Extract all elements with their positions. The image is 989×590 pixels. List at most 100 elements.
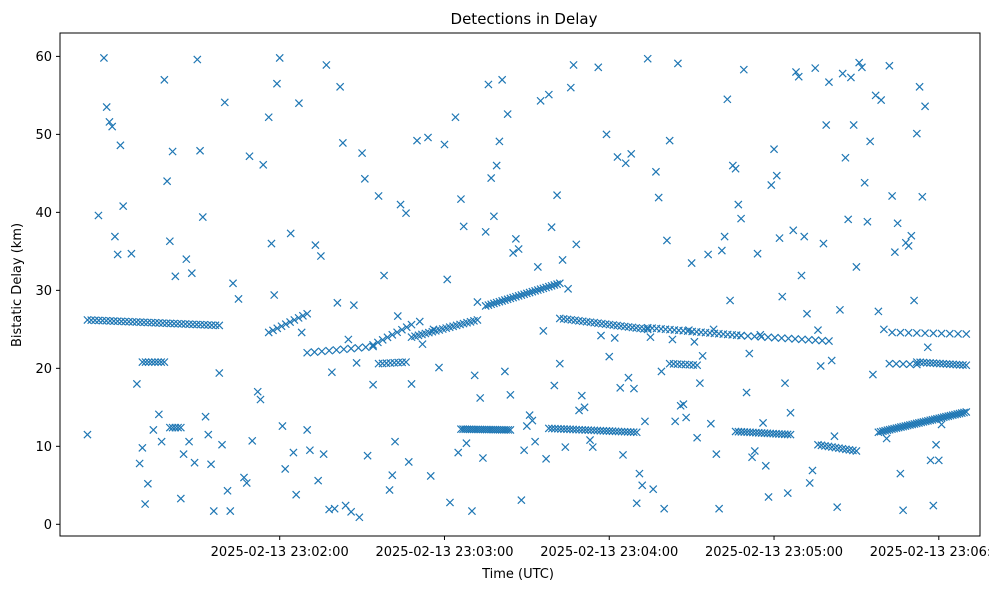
data-point — [333, 298, 342, 307]
data-point — [94, 316, 103, 325]
data-point — [487, 300, 496, 309]
data-point — [517, 496, 526, 505]
data-point — [369, 340, 378, 349]
data-point — [132, 317, 141, 327]
data-point — [868, 370, 877, 379]
data-point — [846, 73, 855, 82]
data-point — [819, 239, 828, 248]
data-point — [393, 312, 402, 321]
data-point — [504, 425, 513, 434]
data-point — [712, 450, 721, 459]
data-point — [813, 326, 822, 335]
data-point — [737, 331, 746, 340]
x-tick-label: 2025-02-13 23:06:00 — [870, 545, 989, 560]
data-point — [791, 67, 801, 77]
data-point — [830, 432, 839, 441]
data-point — [611, 427, 620, 436]
data-point — [745, 349, 754, 358]
data-point — [514, 291, 523, 300]
data-point — [962, 329, 971, 339]
data-point — [190, 458, 199, 467]
data-point — [750, 332, 759, 341]
data-point — [492, 298, 501, 307]
data-point — [388, 471, 397, 480]
data-point — [695, 379, 704, 388]
data-point — [770, 333, 779, 342]
data-point — [316, 252, 325, 261]
data-point — [748, 453, 757, 462]
data-point — [383, 333, 392, 342]
y-tick-label: 60 — [35, 50, 52, 65]
data-point — [402, 209, 411, 218]
data-point — [882, 434, 891, 443]
data-point — [528, 416, 537, 425]
x-axis: 2025-02-13 23:02:00 2025-02-13 23:03:00 20… — [211, 536, 989, 560]
data-point — [476, 393, 485, 402]
data-point — [616, 383, 625, 392]
data-point — [509, 248, 518, 257]
data-point — [478, 453, 487, 463]
data-point — [385, 485, 394, 495]
data-point — [800, 232, 809, 241]
data-point — [360, 174, 369, 183]
y-tick-label: 50 — [35, 128, 52, 143]
data-point — [679, 400, 688, 409]
data-point — [336, 82, 345, 91]
data-point — [651, 167, 660, 176]
data-point — [90, 316, 100, 325]
data-point — [511, 292, 520, 301]
data-point — [311, 241, 320, 250]
data-point — [784, 334, 793, 343]
data-point — [396, 200, 405, 209]
data-point — [539, 284, 548, 293]
data-point — [294, 99, 303, 108]
data-point — [638, 481, 647, 490]
x-tick-label: 2025-02-13 23:05:00 — [705, 545, 843, 560]
data-point — [660, 504, 669, 513]
data-point — [305, 446, 314, 455]
data-point — [484, 80, 493, 89]
data-point — [594, 63, 603, 72]
data-point — [170, 319, 179, 328]
data-point — [544, 90, 553, 99]
data-point — [109, 317, 118, 326]
data-point — [536, 96, 545, 105]
data-point — [193, 55, 202, 64]
data-point — [171, 272, 180, 281]
data-point — [772, 171, 781, 180]
data-point — [278, 422, 287, 431]
data-point — [704, 250, 713, 259]
data-point — [849, 120, 858, 130]
data-point — [550, 280, 559, 290]
data-point — [590, 426, 599, 435]
data-point — [223, 486, 232, 495]
data-point — [617, 427, 626, 436]
data-point — [731, 164, 740, 173]
data-point — [824, 78, 833, 87]
data-point — [919, 358, 928, 367]
data-point — [434, 363, 444, 372]
data-point — [330, 504, 339, 513]
data-point — [929, 329, 938, 338]
data-point — [154, 410, 163, 419]
y-tick-label: 40 — [35, 206, 52, 221]
data-point — [506, 425, 515, 434]
data-point — [154, 318, 164, 327]
data-point — [290, 315, 299, 325]
data-point — [750, 446, 759, 456]
data-point — [303, 425, 312, 434]
data-point — [581, 425, 590, 435]
data-point — [533, 262, 542, 271]
data-point — [473, 298, 482, 307]
data-point — [575, 425, 584, 434]
data-point — [166, 319, 175, 328]
data-point — [608, 427, 617, 436]
data-markers — [83, 53, 971, 522]
data-point — [586, 436, 595, 445]
data-point — [268, 326, 278, 335]
data-point — [863, 217, 872, 226]
data-point — [915, 82, 924, 91]
data-point — [899, 506, 908, 515]
data-point — [141, 500, 150, 509]
data-point — [629, 384, 638, 393]
